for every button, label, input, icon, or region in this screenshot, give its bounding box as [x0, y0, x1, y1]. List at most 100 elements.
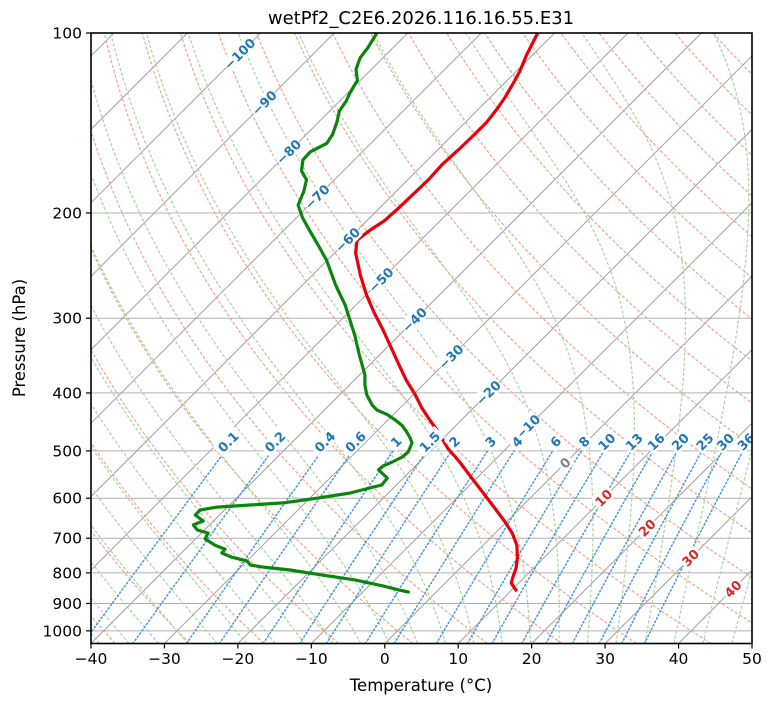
svg-text:−20: −20	[474, 378, 505, 409]
y-tick-label: 400	[52, 384, 82, 402]
moist-adiabat-line	[581, 33, 687, 644]
mixing-ratio-line	[435, 450, 554, 644]
mixing-ratio-line	[91, 450, 227, 634]
dry-adiabat-line	[750, 33, 752, 35]
svg-text:−40: −40	[400, 305, 431, 336]
mixing-ratio-line	[393, 450, 515, 644]
dry-adiabat-line	[446, 33, 752, 362]
dry-adiabat-line	[522, 33, 752, 279]
moist-adiabat-line	[91, 304, 334, 644]
moist-adiabat-line	[110, 33, 447, 644]
mixing-ratio-label: 0.2	[259, 426, 291, 458]
isotherm-label: 0	[554, 452, 576, 473]
y-axis-label: Pressure (hPa)	[10, 279, 29, 397]
moist-adiabat-line	[298, 33, 560, 644]
dry-adiabat-line	[91, 129, 488, 644]
x-tick-label: 50	[742, 650, 762, 668]
moist-adiabat-line	[0, 33, 11, 644]
x-tick-label: 10	[448, 650, 468, 668]
x-tick-label: 0	[380, 650, 390, 668]
mixing-ratio-line	[643, 450, 744, 644]
dry-adiabat-line	[636, 33, 752, 157]
isotherm-line	[91, 33, 629, 571]
mixing-ratio-line	[298, 450, 428, 644]
svg-text:−90: −90	[249, 88, 280, 119]
mixing-ratio-label: 0.6	[339, 426, 371, 458]
mixing-ratio-label: 1	[385, 431, 406, 452]
dry-adiabat-line	[141, 33, 637, 644]
mixing-ratio-line	[620, 450, 724, 644]
mixing-ratio-line	[545, 450, 654, 644]
mixing-ratio-line	[466, 450, 583, 644]
dry-adiabat-line	[484, 33, 752, 320]
mixing-ratio-label: 20	[667, 428, 693, 455]
mixing-ratio-label: 10	[593, 428, 620, 455]
mixing-ratio-line	[132, 450, 273, 644]
chart-title: wetPf2_C2E6.2026.116.16.55.E31	[268, 8, 574, 29]
mixing-ratio-label: 2	[444, 431, 465, 452]
svg-text:−50: −50	[366, 265, 397, 296]
dry-adiabat-line	[370, 33, 752, 447]
y-tick-label: 500	[52, 442, 82, 460]
mixing-ratio-label: 13	[621, 428, 647, 455]
y-tick-label: 300	[52, 310, 82, 328]
x-axis-label: Temperature (°C)	[349, 676, 492, 695]
svg-text:−30: −30	[436, 342, 467, 373]
isotherm-line	[751, 642, 752, 644]
mixing-ratio-label: 36	[732, 428, 752, 455]
y-tick-label: 100	[52, 25, 82, 43]
moist-adiabat-line	[702, 447, 752, 644]
mixing-ratio-line	[364, 450, 489, 644]
x-tick-label: −20	[222, 650, 255, 668]
y-tick-label: 700	[52, 530, 82, 548]
sounding-curves-layer	[191, 33, 540, 594]
mixing-ratio-line	[325, 450, 453, 644]
mixing-ratio-line	[571, 450, 679, 644]
mixing-ratio-line	[491, 450, 605, 644]
dry-adiabat-line	[712, 33, 752, 76]
isotherm-line	[604, 495, 752, 644]
isotherm-line	[91, 33, 702, 644]
x-tick-label: −30	[148, 650, 181, 668]
mixing-ratio-label: 3	[480, 431, 501, 452]
isotherm-line	[164, 55, 752, 644]
mixing-ratio-label: 6	[545, 431, 566, 452]
mixing-ratio-line	[218, 450, 354, 644]
plot-border	[90, 32, 753, 645]
dry-adiabat-line	[103, 33, 563, 644]
y-tick-label: 600	[52, 490, 82, 508]
x-tick-label: −10	[295, 650, 328, 668]
mixing-ratio-label: 8	[573, 431, 595, 452]
isotherm-line	[91, 33, 482, 424]
dry-adiabat-line	[332, 33, 752, 490]
y-tick-label: 200	[52, 204, 82, 222]
mixing-ratio-line	[262, 450, 394, 644]
dry-adiabat-line	[179, 33, 712, 644]
y-tick-label: 1000	[43, 622, 82, 640]
svg-text:−100: −100	[222, 36, 259, 73]
mixing-ratio-line	[598, 450, 703, 644]
isotherm-line	[91, 33, 555, 498]
x-tick-label: 20	[522, 650, 542, 668]
svg-text:20: 20	[636, 517, 659, 540]
isotherm-line	[531, 422, 752, 644]
moist-adiabat-line	[91, 355, 305, 644]
svg-text:−60: −60	[333, 225, 364, 256]
svg-text:−80: −80	[274, 137, 305, 168]
svg-text:3: 3	[483, 434, 500, 451]
dry-adiabat-line	[293, 33, 752, 534]
x-tick-label: 30	[595, 650, 615, 668]
moist-adiabat-line	[187, 33, 503, 644]
mixing-ratio-label: 0.4	[309, 426, 341, 458]
moist-adiabat-line	[91, 445, 247, 644]
isotherm-line	[237, 128, 752, 644]
dry-adiabat-line	[255, 33, 752, 579]
svg-text:1: 1	[388, 434, 405, 451]
svg-text:40: 40	[722, 578, 745, 601]
x-tick-label: 40	[669, 650, 689, 668]
dry-adiabat-line	[598, 33, 752, 197]
mixing-ratio-line	[185, 450, 323, 644]
moist-adiabat-line	[372, 33, 594, 644]
dewpoint-curve	[191, 33, 414, 594]
